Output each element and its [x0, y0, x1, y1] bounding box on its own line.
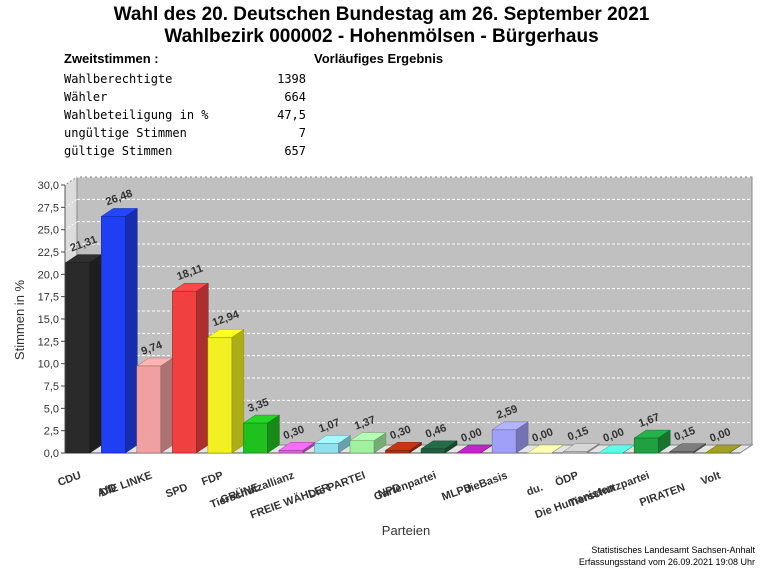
gridline-side [64, 176, 78, 186]
bar [136, 365, 162, 454]
bar [491, 429, 517, 454]
y-tick-label: 25,0 [38, 225, 59, 237]
x-tick-label: SPD [164, 482, 189, 501]
bar-chart: 0,0 2,5 5,0 7,5 10,0 12,5 15,0 17,5 20,0 22,5 25,0… [12, 176, 754, 538]
y-tick-label: 15,0 [38, 314, 59, 326]
bar-side [231, 328, 245, 454]
gridline-side [64, 198, 78, 208]
bar-side [551, 444, 564, 454]
stat-value: 657 [284, 144, 306, 158]
bar [65, 262, 91, 454]
y-tick-label: 5,0 [44, 403, 59, 415]
stat-value: 1398 [277, 72, 306, 86]
bar [385, 450, 410, 454]
bar [633, 437, 659, 454]
stat-row: ungültige Stimmen 7 [64, 126, 306, 144]
y-tick-label: 10,0 [38, 359, 59, 371]
y-tick-label: 30,0 [38, 180, 59, 192]
y-tick-label: 12,5 [38, 336, 59, 348]
y-tick-label: 27,5 [38, 202, 59, 214]
y-tick-label: 2,5 [44, 426, 59, 438]
stat-value: 7 [298, 126, 306, 140]
stat-label: gültige Stimmen [64, 144, 173, 158]
bar-side [196, 282, 209, 454]
y-tick-label: 17,5 [38, 292, 59, 304]
x-tick-label: Volt [699, 469, 722, 487]
stat-row: Wahlberechtigte 1398 [64, 72, 306, 90]
y-axis-title: Stimmen in % [12, 279, 27, 360]
chart-title-line1: Wahl des 20. Deutschen Bundestag am 26. … [113, 4, 650, 25]
stat-label: Wähler [64, 90, 108, 104]
bar [172, 290, 197, 454]
bar [669, 451, 694, 454]
bar-side [125, 207, 138, 454]
stat-row: Wähler 664 [64, 90, 306, 108]
bar-side [729, 444, 742, 454]
x-tick-label: Tierschutzpartei [567, 470, 651, 510]
stat-value: 664 [284, 90, 306, 104]
bar [101, 216, 126, 454]
footer-timestamp: Erfassungsstand vom 26.09.2021 19:08 Uhr [578, 557, 755, 567]
bar [243, 422, 268, 454]
bar [420, 448, 446, 454]
y-tick-label: 22,5 [38, 247, 59, 259]
section-label: Zweitstimmen : [64, 51, 159, 66]
footer-source: Statistisches Landesamt Sachsen-Anhalt [591, 545, 755, 555]
stat-value: 47,5 [277, 108, 306, 122]
y-tick-label: 20,0 [38, 269, 59, 281]
stat-label: Wahlbeteiligung in % [64, 108, 209, 122]
bar-side [89, 254, 103, 454]
bar [207, 337, 233, 454]
gridline-side [64, 221, 78, 231]
bar [562, 451, 588, 454]
x-tick-label: PIRATEN [638, 482, 687, 510]
x-tick-label: FDP [200, 470, 225, 489]
chart-title-line2: Wahlbezirk 000002 - Hohenmölsen - Bürger… [164, 26, 599, 47]
x-tick-label: CDU [56, 470, 83, 489]
x-tick-label: du. [525, 482, 545, 499]
gridline-side [64, 243, 78, 253]
x-tick-label: dieBasis [462, 470, 509, 497]
status-label: Vorläufiges Ergebnis [314, 51, 444, 66]
bar [278, 450, 304, 454]
bar [314, 443, 339, 454]
x-tick-label: DIE LINKE [99, 470, 154, 500]
bar-side [160, 357, 174, 454]
stat-label: ungültige Stimmen [64, 126, 187, 140]
x-axis-title: Parteien [382, 523, 430, 538]
stat-row: gültige Stimmen 657 [64, 144, 306, 162]
y-tick-label: 0,0 [44, 448, 59, 460]
stats-table: Wahlberechtigte 1398 Wähler 664 Wahlbete… [64, 72, 306, 162]
y-tick-label: 7,5 [44, 381, 59, 393]
stat-row: Wahlbeteiligung in % 47,5 [64, 108, 306, 126]
stat-label: Wahlberechtigte [64, 72, 173, 86]
x-tick-label: ÖDP [553, 469, 580, 489]
bar [349, 440, 375, 454]
